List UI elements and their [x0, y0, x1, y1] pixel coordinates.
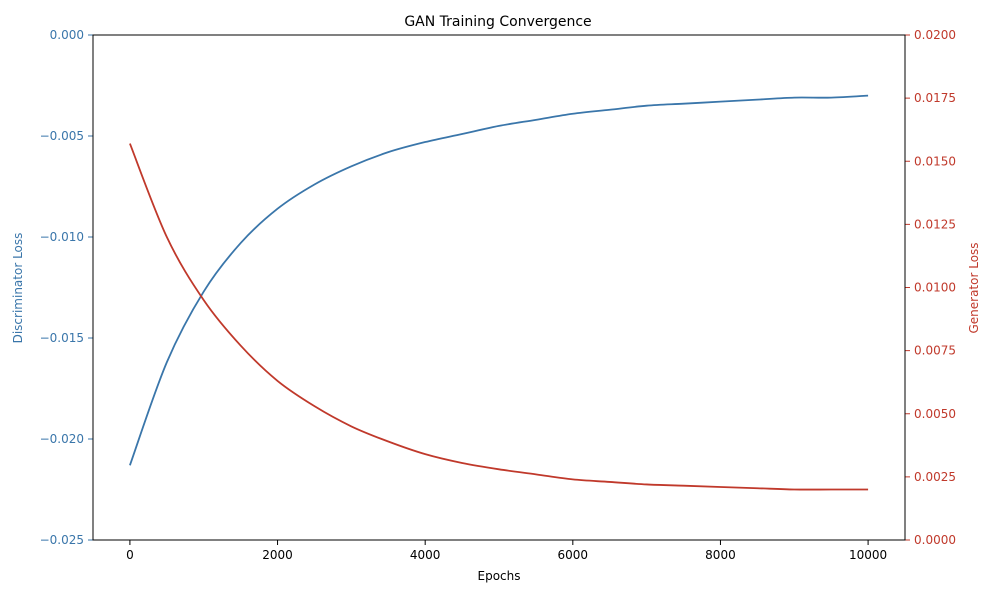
y-left-tick-label: −0.010 [40, 230, 84, 244]
x-tick-label: 4000 [410, 548, 441, 562]
y-left-tick-label: −0.005 [40, 129, 84, 143]
x-tick-label: 10000 [849, 548, 887, 562]
x-tick-label: 2000 [262, 548, 293, 562]
x-tick-label: 8000 [705, 548, 736, 562]
y-right-axis-ticks: 0.0000 0.0025 0.0050 0.0075 0.0100 0.0125 0.01… [905, 28, 956, 547]
axes-spines [92, 34, 906, 541]
x-tick-label: 6000 [558, 548, 589, 562]
y-left-tick-label: −0.015 [40, 331, 84, 345]
y-right-axis-label: Generator Loss [967, 242, 981, 333]
y-right-tick-label: 0.0025 [914, 470, 956, 484]
y-right-tick-label: 0.0050 [914, 407, 956, 421]
y-left-tick-label: −0.025 [40, 533, 84, 547]
y-right-tick-label: 0.0100 [914, 281, 956, 295]
x-axis-ticks: 0 2000 4000 6000 8000 10000 [126, 540, 887, 562]
axes-frame [92, 34, 906, 541]
y-right-tick-label: 0.0000 [914, 533, 956, 547]
y-right-tick-label: 0.0150 [914, 154, 956, 168]
discriminator-loss-line [129, 94, 869, 466]
y-right-tick-label: 0.0200 [914, 28, 956, 42]
y-left-tick-label: 0.000 [50, 28, 84, 42]
series-layer [129, 94, 869, 491]
y-right-tick-label: 0.0175 [914, 91, 956, 105]
y-left-tick-label: −0.020 [40, 432, 84, 446]
y-right-tick-label: 0.0125 [914, 217, 956, 231]
y-left-axis-label: Discriminator Loss [11, 233, 25, 344]
x-tick-label: 0 [126, 548, 134, 562]
generator-loss-line [129, 143, 869, 491]
y-right-tick-label: 0.0075 [914, 344, 956, 358]
chart-title: GAN Training Convergence [404, 14, 591, 30]
y-left-axis-ticks: −0.025 −0.020 −0.015 −0.010 −0.005 0.000 [40, 28, 93, 547]
x-axis-label: Epochs [478, 569, 521, 583]
